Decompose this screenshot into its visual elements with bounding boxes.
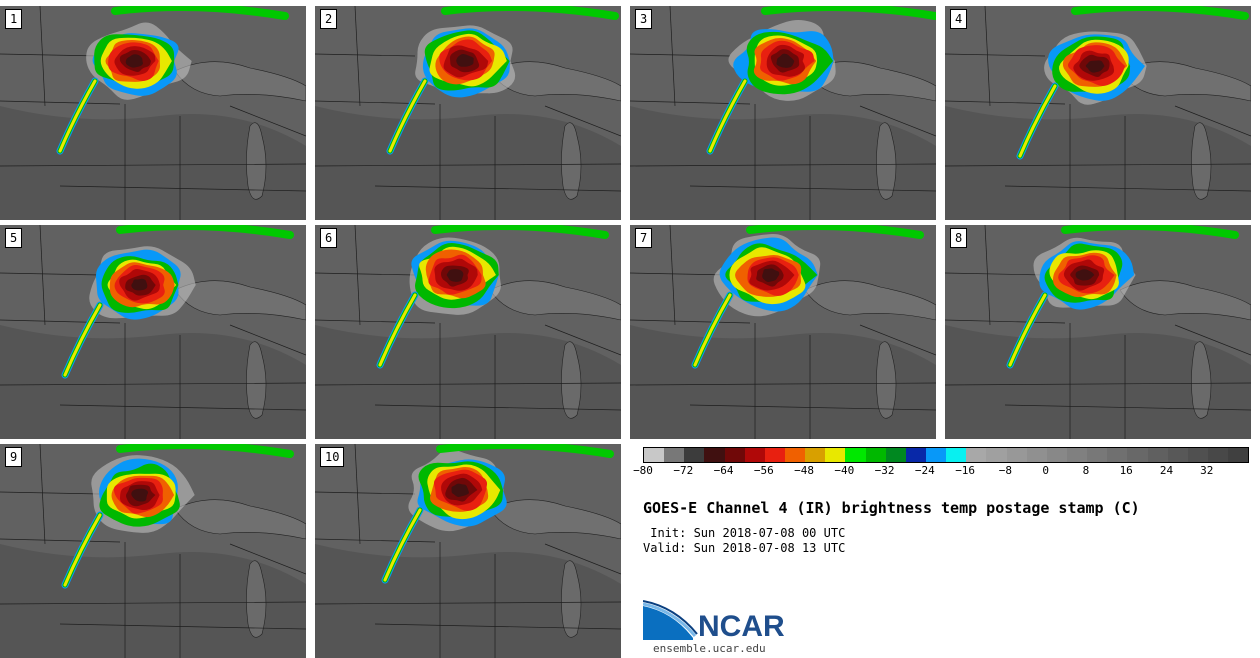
colorbar-swatch: [1187, 448, 1208, 462]
satellite-map: [945, 225, 1251, 439]
colorbar-swatch: [784, 448, 806, 462]
colorbar-tick-label: 8: [1082, 464, 1090, 477]
satellite-map: [315, 225, 621, 439]
ensemble-member-panel: 10: [315, 444, 621, 658]
panel-label: 10: [320, 447, 345, 467]
ncar-logo-text: NCAR: [698, 610, 785, 643]
satellite-map: [315, 444, 621, 658]
colorbar-swatch: [1006, 448, 1027, 462]
ensemble-member-panel: 2: [315, 6, 621, 220]
colorbar-tick-label: 32: [1200, 464, 1214, 477]
figure-title: GOES-E Channel 4 (IR) brightness temp po…: [643, 499, 1140, 517]
satellite-map: [630, 225, 936, 439]
colorbar-tick-label: −72: [673, 464, 694, 477]
panel-label: 2: [320, 9, 338, 29]
colorbar-swatch: [764, 448, 785, 462]
colorbar-swatch: [724, 448, 745, 462]
ensemble-member-panel: 4: [945, 6, 1251, 220]
panel-label: 5: [5, 228, 23, 248]
logo-url: ensemble.ucar.edu: [653, 642, 766, 655]
colorbar-swatch: [1026, 448, 1047, 462]
colorbar-tick-label: −8: [998, 464, 1013, 477]
colorbar-swatch: [664, 448, 685, 462]
satellite-map: [0, 6, 306, 220]
valid-time: Valid: Sun 2018-07-08 13 UTC: [643, 541, 846, 555]
panel-label: 7: [635, 228, 653, 248]
colorbar-swatch: [704, 448, 725, 462]
colorbar-tick-label: −48: [794, 464, 814, 477]
colorbar-tick-label: −24: [914, 464, 935, 477]
colorbar-swatch: [1087, 448, 1108, 462]
satellite-map: [0, 225, 306, 439]
satellite-map: [945, 6, 1251, 220]
ensemble-member-panel: 5: [0, 225, 306, 439]
colorbar-swatch: [1107, 448, 1128, 462]
colorbar-swatch: [1147, 448, 1168, 462]
colorbar-tick-label: −56: [753, 464, 774, 477]
colorbar-swatch: [905, 448, 926, 462]
colorbar-swatch: [1167, 448, 1188, 462]
colorbar: [643, 447, 1249, 463]
colorbar-tick-label: −32: [874, 464, 895, 477]
colorbar-swatch: [946, 448, 967, 462]
ncar-logo-icon: [643, 600, 698, 640]
init-time: Init: Sun 2018-07-08 00 UTC: [643, 526, 846, 540]
colorbar-tick-label: −16: [955, 464, 976, 477]
ensemble-member-panel: 6: [315, 225, 621, 439]
colorbar-swatch: [986, 448, 1007, 462]
colorbar-swatch: [925, 448, 947, 462]
colorbar-tick-label: 24: [1159, 464, 1174, 477]
colorbar-swatch: [825, 448, 846, 462]
colorbar-tick-label: −40: [834, 464, 855, 477]
panel-label: 3: [635, 9, 653, 29]
ensemble-member-panel: 7: [630, 225, 936, 439]
colorbar-swatch: [1046, 448, 1067, 462]
colorbar-swatch: [1066, 448, 1088, 462]
satellite-map: [630, 6, 936, 220]
ensemble-member-panel: 1: [0, 6, 306, 220]
ensemble-member-panel: 8: [945, 225, 1251, 439]
colorbar-swatch: [885, 448, 906, 462]
colorbar-swatch: [966, 448, 987, 462]
panel-label: 6: [320, 228, 338, 248]
panel-label: 9: [5, 447, 23, 467]
colorbar-tick-label: −80: [633, 464, 653, 477]
panel-label: 8: [950, 228, 968, 248]
satellite-map: [315, 6, 621, 220]
colorbar-tick-label: 16: [1119, 464, 1133, 477]
colorbar-swatch: [805, 448, 826, 462]
colorbar-swatch: [644, 448, 665, 462]
ensemble-member-panel: 9: [0, 444, 306, 658]
colorbar-swatch: [744, 448, 765, 462]
colorbar-swatch: [684, 448, 705, 462]
colorbar-ticks: −80 −72 −64 −56 −48 −40 −32 −24 −16 −8 0 8 16 24 32: [633, 464, 1247, 480]
colorbar-tick-label: 0: [1042, 464, 1049, 477]
colorbar-swatch: [865, 448, 886, 462]
colorbar-swatch: [1207, 448, 1229, 462]
panel-label: 1: [5, 9, 23, 29]
colorbar-swatch: [1228, 448, 1249, 462]
colorbar-tick-label: −64: [713, 464, 734, 477]
panel-label: 4: [950, 9, 968, 29]
satellite-map: [0, 444, 306, 658]
colorbar-swatch: [1127, 448, 1148, 462]
ensemble-member-panel: 3: [630, 6, 936, 220]
colorbar-swatch: [845, 448, 866, 462]
